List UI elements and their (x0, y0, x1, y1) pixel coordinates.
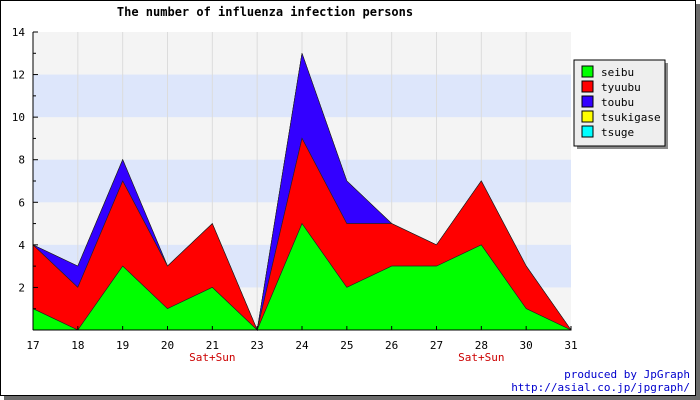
legend-label-seibu: seibu (601, 66, 634, 79)
legend-swatch-toubu (581, 95, 594, 108)
x-tick-label: 27 (430, 339, 443, 352)
y-tick-label: 8 (18, 154, 25, 167)
x-tick-label: 24 (295, 339, 309, 352)
x-sublabel: Sat+Sun (458, 351, 504, 364)
legend-label-tyuubu: tyuubu (601, 81, 641, 94)
x-tick-label: 23 (251, 339, 264, 352)
y-tick-label: 12 (12, 69, 25, 82)
legend-swatch-tsukigase (581, 110, 594, 123)
x-tick-label: 21 (206, 339, 219, 352)
x-tick-label: 28 (475, 339, 488, 352)
legend-label-tsukigase: tsukigase (601, 111, 661, 124)
legend-swatch-tyuubu (581, 80, 594, 93)
x-tick-label: 31 (564, 339, 577, 352)
y-tick-label: 10 (12, 111, 25, 124)
y-tick-label: 6 (18, 196, 25, 209)
y-tick-label: 4 (18, 239, 25, 252)
y-tick-label: 2 (18, 281, 25, 294)
x-tick-label: 26 (385, 339, 398, 352)
legend-swatch-tsuge (581, 125, 594, 138)
x-tick-label: 25 (340, 339, 353, 352)
credit-line-2: http://asial.co.jp/jpgraph/ (511, 381, 690, 394)
x-tick-label: 30 (520, 339, 533, 352)
legend-swatch-seibu (581, 65, 594, 78)
legend: seibu tyuubu toubu tsukigase tsuge (573, 59, 668, 149)
legend-label-tsuge: tsuge (601, 126, 634, 139)
chart-title: The number of influenza infection person… (117, 5, 413, 19)
y-tick-label: 14 (12, 26, 26, 39)
x-tick-label: 18 (71, 339, 84, 352)
x-tick-label: 17 (26, 339, 39, 352)
legend-label-toubu: toubu (601, 96, 634, 109)
credit-line-1: produced by JpGraph (564, 368, 690, 381)
x-tick-label: 20 (161, 339, 174, 352)
area-chart: The number of influenza infection person… (12, 5, 690, 394)
x-sublabel: Sat+Sun (189, 351, 235, 364)
x-tick-label: 19 (116, 339, 129, 352)
